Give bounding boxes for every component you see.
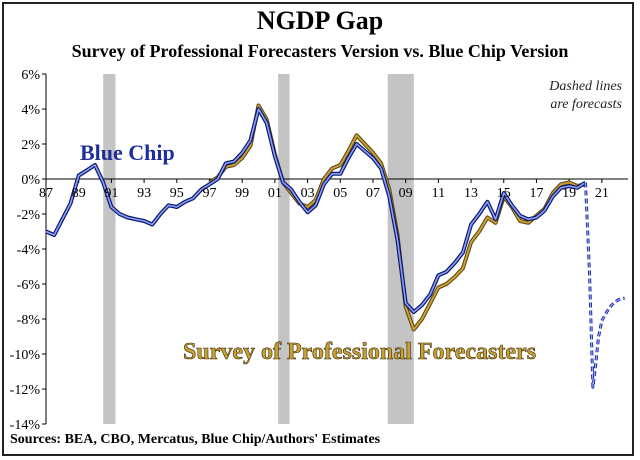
series-label-spf: Survey of Professional Forecasters	[183, 339, 536, 365]
x-tick-label: 19	[562, 186, 576, 201]
recession-bands	[103, 74, 414, 424]
chart-title: NGDP Gap	[256, 6, 384, 35]
x-tick-label: 87	[39, 186, 53, 201]
y-tick-label: -14%	[10, 418, 41, 433]
x-tick-label: 05	[333, 186, 347, 201]
y-tick-label: -10%	[10, 348, 41, 363]
series-line-blue-chip	[45, 108, 586, 313]
y-tick-label: 0%	[21, 173, 40, 188]
x-tick-label: 91	[104, 186, 118, 201]
x-tick-label: 09	[399, 186, 413, 201]
series-line-blue-chip-forecast-outline	[584, 182, 626, 389]
y-tick-label: 4%	[21, 103, 40, 118]
y-tick-label: -12%	[10, 383, 41, 398]
series-line-blue-chip-forecast	[585, 182, 625, 388]
x-tick-label: 17	[529, 186, 543, 201]
x-tick-label: 21	[595, 186, 609, 201]
x-tick-label: 07	[366, 186, 380, 201]
x-tick-label: 11	[432, 186, 445, 201]
x-tick-label: 99	[235, 186, 249, 201]
y-tick-label: -6%	[17, 278, 41, 293]
series-label-blue-chip: Blue Chip	[80, 140, 175, 165]
x-tick-label: 93	[137, 186, 151, 201]
plot-axes	[42, 73, 628, 425]
forecast-note-line-2: are forecasts	[550, 97, 622, 112]
y-tick-label: -2%	[17, 208, 41, 223]
x-tick-label: 01	[268, 186, 282, 201]
tick-labels: 6% 4% 2% 0% -2% -4% -6% -8% -10% -12% -14% 87 89 91 93…	[10, 68, 609, 433]
x-tick-label: 13	[464, 186, 478, 201]
x-tick-label: 15	[497, 186, 511, 201]
y-tick-label: 6%	[21, 68, 40, 83]
y-tick-label: -8%	[17, 313, 41, 328]
y-tick-label: 2%	[21, 138, 40, 153]
series-lines	[45, 103, 626, 389]
x-tick-label: 89	[72, 186, 86, 201]
forecast-note-line-1: Dashed lines	[548, 79, 622, 94]
source-note: Sources: BEA, CBO, Mercatus, Blue Chip/A…	[10, 432, 381, 447]
recession-band-0	[103, 74, 116, 424]
x-tick-label: 03	[301, 186, 315, 201]
y-tick-label: -4%	[17, 243, 41, 258]
x-tick-label: 97	[202, 186, 216, 201]
recession-band-1	[278, 74, 290, 424]
x-tick-label: 95	[170, 186, 184, 201]
chart-subtitle: Survey of Professional Forecasters Versi…	[71, 41, 569, 61]
